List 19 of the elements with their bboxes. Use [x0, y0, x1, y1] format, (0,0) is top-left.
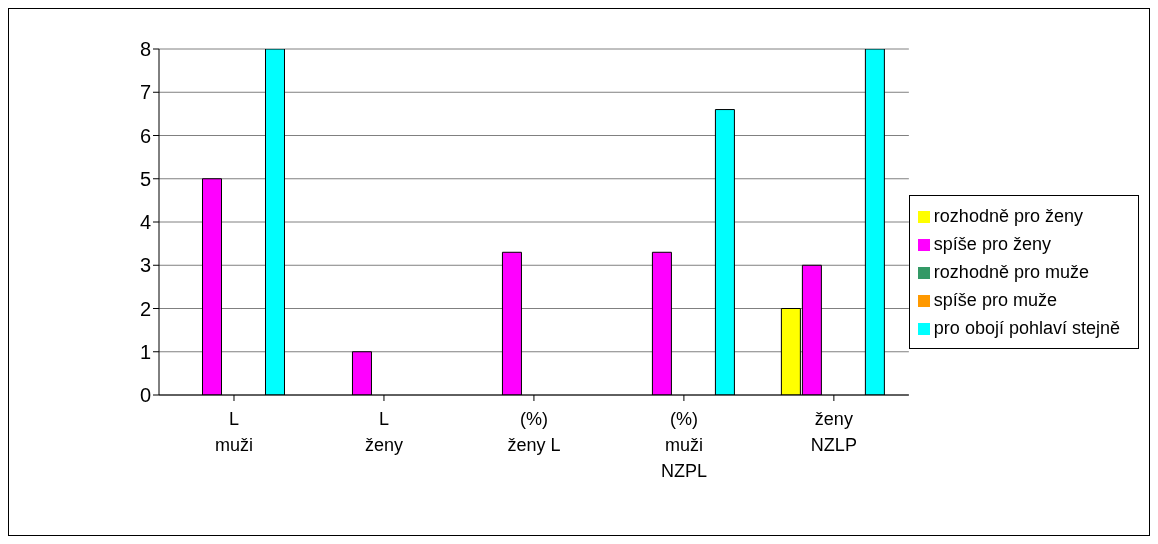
y-tick-label: 2 [139, 297, 151, 320]
y-tick-label: 6 [139, 124, 151, 147]
x-tick-label: (%) ženy L [507, 409, 561, 455]
y-tick-label: 0 [139, 384, 151, 407]
x-tick-label: L muži [214, 409, 253, 455]
y-tick-label: 8 [139, 38, 151, 61]
x-tick-label: L ženy [364, 409, 403, 455]
legend-label: pro obojí pohlaví stejně [933, 318, 1120, 338]
y-tick-label: 4 [139, 211, 151, 234]
legend-label: spíše pro ženy [933, 234, 1051, 254]
x-tick-label: ženy NZLP [810, 409, 857, 455]
legend-label: spíše pro muže [933, 290, 1057, 310]
y-tick-label: 3 [139, 254, 151, 277]
legend-label: rozhodně pro muže [933, 262, 1089, 282]
y-tick-label: 1 [139, 340, 151, 363]
y-tick-label: 7 [139, 81, 151, 104]
x-tick-label: (%) muži NZPL [660, 409, 707, 481]
legend-label: rozhodně pro ženy [933, 206, 1083, 226]
y-tick-label: 5 [139, 167, 151, 190]
